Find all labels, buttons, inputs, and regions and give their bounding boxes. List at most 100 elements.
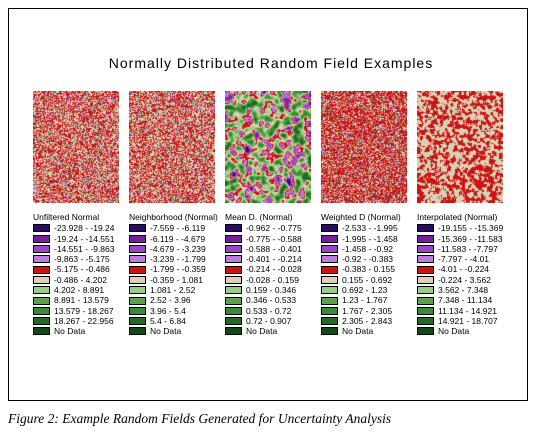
legend-label: -0.214 - -0.028 — [246, 264, 302, 275]
legend-label: 0.159 - 0.346 — [246, 285, 297, 296]
figure-caption: Figure 2: Example Random Fields Generate… — [8, 411, 392, 426]
legend-item: No Data — [33, 326, 114, 336]
legend-item: -2.533 - -1.995 — [321, 223, 401, 233]
legend-swatch — [225, 286, 242, 295]
legend-swatch — [225, 306, 242, 315]
legend-label: -0.588 - -0.401 — [246, 243, 302, 254]
legend-item: 13.579 - 18.267 — [33, 306, 114, 316]
legend-item: 0.155 - 0.692 — [321, 275, 401, 285]
legend-title: Neighborhood (Normal) — [129, 212, 218, 222]
legend-label: -0.359 - 1.081 — [150, 274, 203, 285]
legend-swatch — [321, 224, 338, 233]
legend-label: -19.155 - -15.369 — [438, 223, 504, 234]
legend-neighborhood: Neighborhood (Normal) -7.559 - -6.119 -6.1… — [129, 212, 218, 337]
legend-label: -19.24 - -14.551 — [54, 233, 115, 244]
legend-item: -1.458 - -0.92 — [321, 244, 401, 254]
legend-swatch — [417, 286, 434, 295]
legend-item: No Data — [225, 326, 302, 336]
legend-item: -19.155 - -15.369 — [417, 223, 503, 233]
map-interpolated — [417, 91, 503, 203]
legend-label: -23.928 - -19.24 — [54, 223, 115, 234]
legend-item: -0.028 - 0.159 — [225, 275, 302, 285]
legend-item: 8.891 - 13.579 — [33, 295, 114, 305]
legend-swatch — [33, 224, 50, 233]
legend-item: -7.559 - -6.119 — [129, 223, 218, 233]
legend-title: Unfiltered Normal — [33, 212, 100, 222]
legend-label: 0.692 - 1.23 — [342, 285, 388, 296]
legend-label: -0.962 - -0.775 — [246, 223, 302, 234]
legend-label: 1.081 - 2.52 — [150, 285, 196, 296]
legend-weighted-d: Weighted D (Normal) -2.533 - -1.995 -1.995… — [321, 212, 401, 337]
legend-swatch — [417, 296, 434, 305]
legend-item: -23.928 - -19.24 — [33, 223, 114, 233]
legend-label: -4.679 - -3.239 — [150, 243, 206, 254]
legend-item: -9.863 - -5.175 — [33, 254, 114, 264]
legend-label: -7.797 - -4.01 — [438, 254, 490, 265]
legend-swatch — [225, 275, 242, 284]
legend-label: -9.863 - -5.175 — [54, 254, 110, 265]
legend-item: -0.359 - 1.081 — [129, 275, 218, 285]
legend-swatch — [225, 265, 242, 274]
legend-item: -0.224 - 3.562 — [417, 275, 503, 285]
legend-swatch — [33, 255, 50, 264]
legend-label: 13.579 - 18.267 — [54, 305, 114, 316]
legend-label: 8.891 - 13.579 — [54, 295, 109, 306]
legend-item: -4.01 - -0.224 — [417, 264, 503, 274]
legend-item: No Data — [129, 326, 218, 336]
legend-swatch — [33, 245, 50, 254]
legend-swatch — [33, 275, 50, 284]
legend-swatch — [417, 234, 434, 243]
legend-item: -0.486 - 4.202 — [33, 275, 114, 285]
legend-item: -3.239 - -1.799 — [129, 254, 218, 264]
legend-swatch — [225, 245, 242, 254]
legend-swatch — [417, 327, 434, 336]
legend-swatch — [321, 265, 338, 274]
legend-swatch — [417, 255, 434, 264]
legend-swatch — [129, 317, 146, 326]
legend-label: -1.995 - -1.458 — [342, 233, 398, 244]
legend-item: -7.797 - -4.01 — [417, 254, 503, 264]
legend-label: 1.23 - 1.767 — [342, 295, 388, 306]
legend-label: 0.533 - 0.72 — [246, 305, 292, 316]
figure-frame — [8, 8, 528, 401]
legend-swatch — [129, 275, 146, 284]
map-mean-d — [225, 91, 311, 203]
legend-item: -0.962 - -0.775 — [225, 223, 302, 233]
legend-swatch — [321, 245, 338, 254]
legend-swatch — [321, 234, 338, 243]
legend-swatch — [417, 275, 434, 284]
legend-item: -0.214 - -0.028 — [225, 264, 302, 274]
legend-item: 14.921 - 18.707 — [417, 316, 503, 326]
legend-swatch — [129, 306, 146, 315]
legend-item: 3.96 - 5.4 — [129, 306, 218, 316]
legend-item: -0.92 - -0.383 — [321, 254, 401, 264]
legend-label: -4.01 - -0.224 — [438, 264, 490, 275]
legend-swatch — [321, 275, 338, 284]
legend-item: 5.4 - 6.84 — [129, 316, 218, 326]
legend-item: 1.081 - 2.52 — [129, 285, 218, 295]
legend-item: No Data — [417, 326, 503, 336]
legend-interpolated: Interpolated (Normal) -19.155 - -15.369 -1… — [417, 212, 503, 337]
legend-swatch — [33, 317, 50, 326]
legend-label: -3.239 - -1.799 — [150, 254, 206, 265]
legend-item: -6.119 - -4.679 — [129, 234, 218, 244]
legend-item: -15.369 - -11.583 — [417, 234, 503, 244]
legend-label: 0.155 - 0.692 — [342, 274, 393, 285]
legend-label: 11.134 - 14.921 — [438, 305, 497, 316]
legend-label: 0.72 - 0.907 — [246, 315, 292, 326]
legend-mean-d: Mean D. (Normal) -0.962 - -0.775 -0.775 - … — [225, 212, 302, 337]
legend-swatch — [225, 234, 242, 243]
legend-item: -4.679 - -3.239 — [129, 244, 218, 254]
legend-swatch — [129, 327, 146, 336]
legend-item: -11.583 - -7.797 — [417, 244, 503, 254]
legend-label: 14.921 - 18.707 — [438, 315, 498, 326]
legend-item: -0.383 - 0.155 — [321, 264, 401, 274]
legend-label: 18.267 - 22.956 — [54, 315, 114, 326]
legend-swatch — [225, 327, 242, 336]
legend-label: -1.458 - -0.92 — [342, 243, 394, 254]
legend-swatch — [33, 234, 50, 243]
legend-swatch — [321, 306, 338, 315]
legend-label: -0.383 - 0.155 — [342, 264, 395, 275]
legend-label: No Data — [150, 326, 182, 337]
legend-label: -5.175 - -0.486 — [54, 264, 110, 275]
